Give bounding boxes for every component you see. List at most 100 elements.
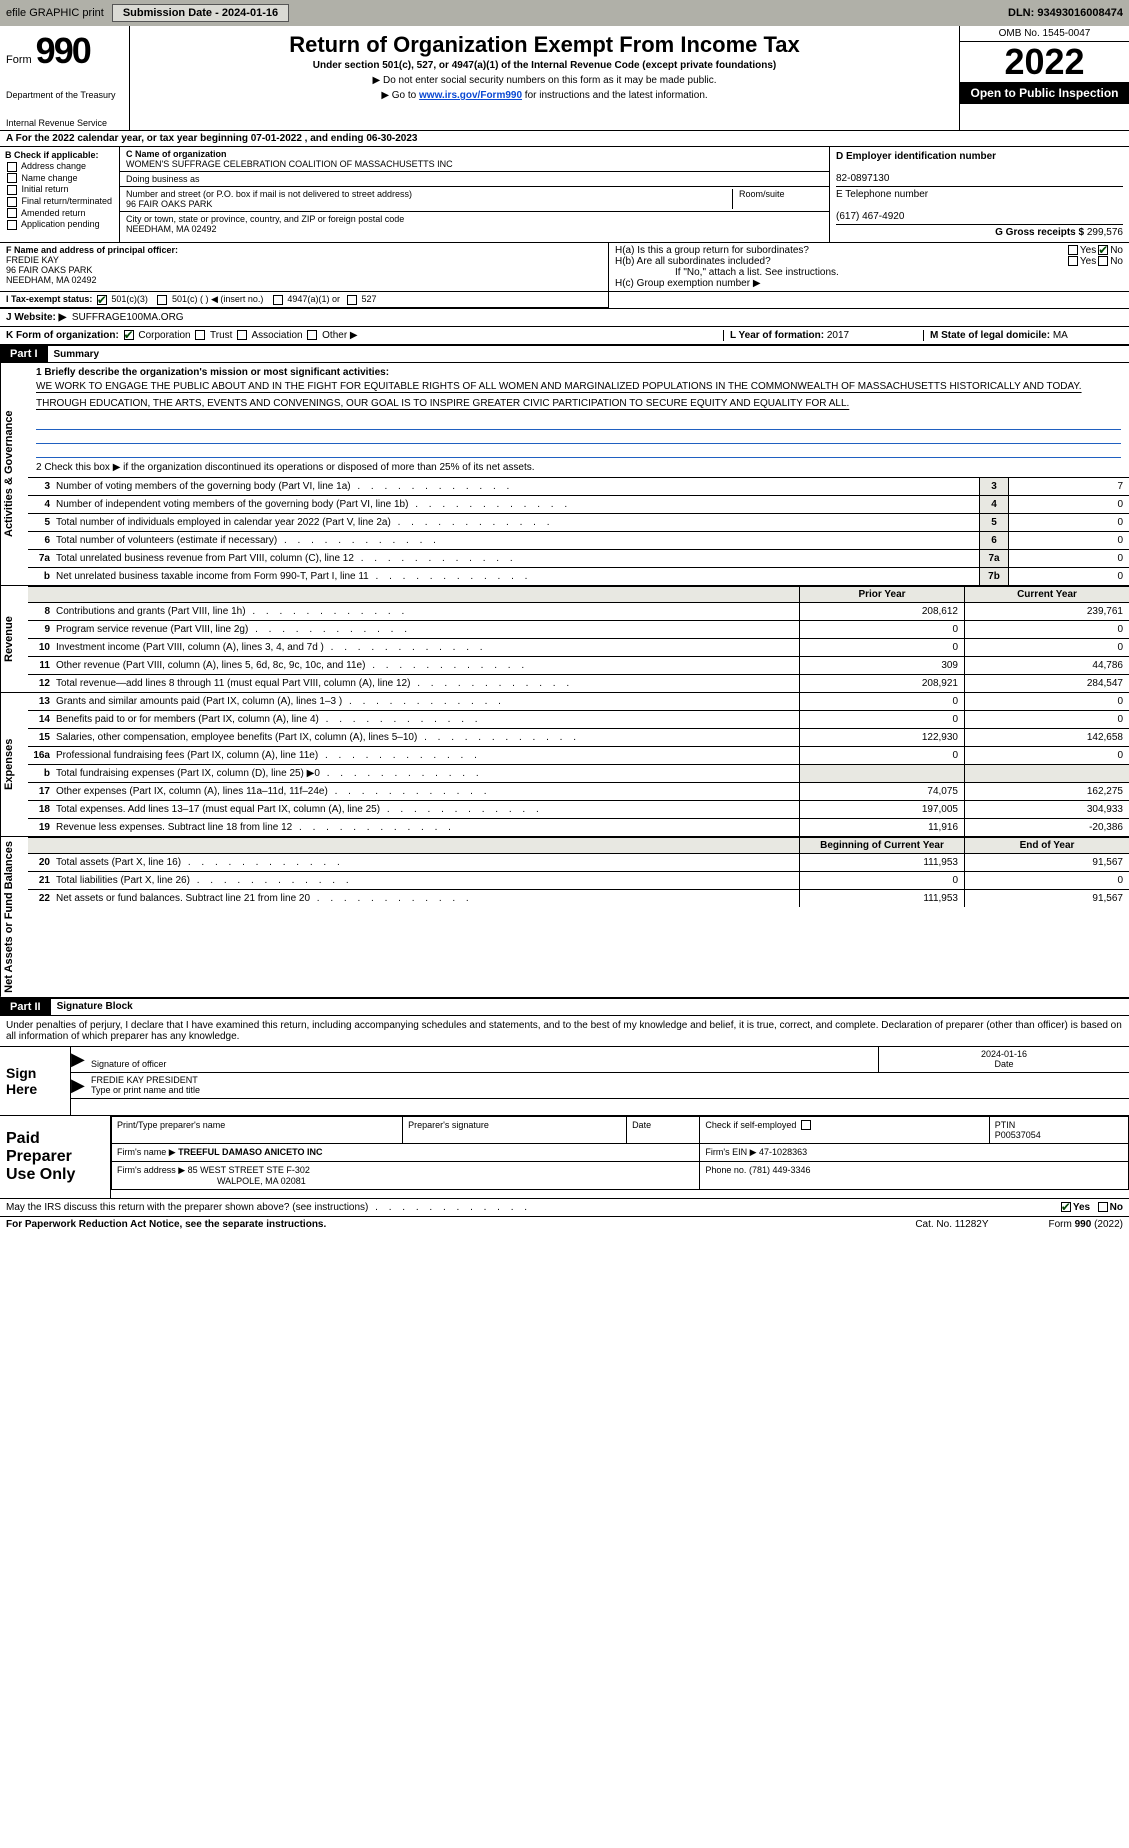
omb-number: OMB No. 1545-0047 (960, 26, 1129, 42)
gross-val: 299,576 (1087, 227, 1123, 238)
f-lab: F Name and address of principal officer: (6, 245, 178, 255)
hb-yes[interactable]: Yes (1066, 256, 1096, 267)
tel-row: E Telephone number (617) 467-4920 (836, 186, 1123, 224)
k-row: K Form of organization: Corporation Trus… (0, 327, 1129, 345)
fin-row-11: 11Other revenue (Part VIII, column (A), … (28, 657, 1129, 675)
section-i: I Tax-exempt status: 501(c)(3) 501(c) ( … (0, 292, 609, 308)
dba-lab: Doing business as (126, 174, 200, 184)
hc-ext (609, 292, 1129, 308)
cb-corp[interactable]: Corporation (122, 330, 191, 341)
form-word: Form (6, 54, 32, 66)
h-note: If "No," attach a list. See instructions… (615, 267, 1123, 278)
firm-addr-row: Firm's address ▶ 85 WEST STREET STE F-30… (112, 1161, 1129, 1189)
street-cell: Number and street (or P.O. box if mail i… (126, 189, 733, 209)
city-val: NEEDHAM, MA 02492 (126, 224, 217, 234)
hb-row: H(b) Are all subordinates included? Yes … (615, 256, 1123, 267)
gov-body: 1 Briefly describe the organization's mi… (28, 363, 1129, 585)
section-c: C Name of organization WOMEN'S SUFFRAGE … (120, 147, 829, 242)
line2: 2 Check this box ▶ if the organization d… (28, 458, 1129, 477)
cb-trust[interactable]: Trust (193, 330, 232, 341)
c-name-lab: C Name of organization (126, 149, 227, 159)
website-val: SUFFRAGE100MA.ORG (72, 312, 184, 323)
netassets-block: Net Assets or Fund Balances Beginning of… (0, 837, 1129, 998)
net-head: Beginning of Current Year End of Year (28, 837, 1129, 854)
m-cell: M State of legal domicile: MA (923, 330, 1123, 341)
i-lab: I Tax-exempt status: (6, 294, 92, 304)
gov-rows: 3Number of voting members of the governi… (28, 477, 1129, 585)
tax-year: 2022 (960, 42, 1129, 82)
l-lab: L Year of formation: (730, 330, 824, 341)
prep-h3: Date (627, 1116, 700, 1143)
form-number: Form 990 (6, 30, 123, 72)
blank-line-1 (36, 416, 1121, 430)
cb-assoc[interactable]: Association (235, 330, 302, 341)
sign-here-row: Sign Here ▶ Signature of officer 2024-01… (0, 1046, 1129, 1115)
firm-addr: Firm's address ▶ 85 WEST STREET STE F-30… (112, 1161, 700, 1189)
goto-suffix: for instructions and the latest informat… (522, 90, 708, 101)
goto-prefix: ▶ Go to (381, 90, 419, 101)
cb-name-change[interactable]: Name change (5, 173, 114, 184)
line-a-text: A For the 2022 calendar year, or tax yea… (6, 133, 417, 144)
irs-label: Internal Revenue Service (6, 118, 123, 128)
section-d: D Employer identification number 82-0897… (829, 147, 1129, 242)
end-year-hdr: End of Year (964, 838, 1129, 853)
topbar: efile GRAPHIC print Submission Date - 20… (0, 0, 1129, 26)
cb-amended[interactable]: Amended return (5, 208, 114, 219)
self-emp-check[interactable] (801, 1120, 811, 1130)
vlabel-governance: Activities & Governance (0, 363, 28, 585)
city-row: City or town, state or province, country… (120, 212, 829, 236)
fin-row-18: 18Total expenses. Add lines 13–17 (must … (28, 801, 1129, 819)
cb-4947[interactable]: 4947(a)(1) or (271, 294, 340, 304)
arrow-icon: ▶ (71, 1047, 87, 1072)
prep-head-row: Print/Type preparer's name Preparer's si… (112, 1116, 1129, 1143)
cb-other[interactable]: Other ▶ (305, 330, 357, 341)
ha-lab: H(a) Is this a group return for subordin… (615, 245, 1066, 256)
fin-head-spacer (28, 587, 799, 602)
i-j-row: I Tax-exempt status: 501(c)(3) 501(c) ( … (0, 292, 1129, 309)
revenue-head: Prior Year Current Year (28, 586, 1129, 603)
ein-val: 82-0897130 (836, 173, 889, 184)
sig-date: 2024-01-16Date (879, 1047, 1129, 1072)
tel-val: (617) 467-4920 (836, 211, 904, 222)
b-title: B Check if applicable: (5, 150, 99, 160)
mission-text: WE WORK TO ENGAGE THE PUBLIC ABOUT AND I… (36, 381, 1082, 409)
fin-row-9: 9Program service revenue (Part VIII, lin… (28, 621, 1129, 639)
fin-row-12: 12Total revenue—add lines 8 through 11 (… (28, 675, 1129, 692)
section-h: H(a) Is this a group return for subordin… (609, 243, 1129, 291)
gross-row: G Gross receipts $ 299,576 (836, 224, 1123, 240)
gov-row-3: 3Number of voting members of the governi… (28, 477, 1129, 495)
firm-ein: Firm's EIN ▶ 47-1028363 (700, 1143, 1129, 1161)
revenue-body: Prior Year Current Year 8Contributions a… (28, 586, 1129, 692)
cb-address-change[interactable]: Address change (5, 161, 114, 172)
form-title: Return of Organization Exempt From Incom… (140, 32, 949, 58)
hb-no[interactable]: No (1096, 256, 1123, 267)
cb-501c[interactable]: 501(c) ( ) ◀ (insert no.) (155, 294, 263, 304)
discuss-no[interactable]: No (1096, 1202, 1123, 1213)
firm-name-row: Firm's name ▶ TREEFUL DAMASO ANICETO INC… (112, 1143, 1129, 1161)
cb-initial-return[interactable]: Initial return (5, 184, 114, 195)
ha-yes[interactable]: Yes (1066, 245, 1096, 256)
footer: For Paperwork Reduction Act Notice, see … (0, 1217, 1129, 1232)
fin-row-21: 21Total liabilities (Part X, line 26)00 (28, 872, 1129, 890)
part-i-title: Summary (48, 349, 100, 360)
fin-row-22: 22Net assets or fund balances. Subtract … (28, 890, 1129, 907)
tax-year-line: A For the 2022 calendar year, or tax yea… (0, 131, 1129, 147)
cb-501c3[interactable]: 501(c)(3) (95, 294, 148, 304)
expenses-block: Expenses 13Grants and similar amounts pa… (0, 693, 1129, 837)
ha-no[interactable]: No (1096, 245, 1123, 256)
hb-lab: H(b) Are all subordinates included? (615, 256, 1066, 267)
e-lab: E Telephone number (836, 189, 928, 200)
section-f: F Name and address of principal officer:… (0, 243, 609, 291)
discuss-yes[interactable]: Yes (1059, 1202, 1090, 1213)
line2-text: 2 Check this box ▶ if the organization d… (36, 462, 535, 473)
cb-527[interactable]: 527 (345, 294, 377, 304)
cb-final-return[interactable]: Final return/terminated (5, 196, 114, 207)
form-subtitle: Under section 501(c), 527, or 4947(a)(1)… (140, 60, 949, 71)
dba-row: Doing business as (120, 172, 829, 187)
sig-officer-row: ▶ Signature of officer 2024-01-16Date (71, 1047, 1129, 1073)
block-bcd: B Check if applicable: Address change Na… (0, 147, 1129, 243)
submission-date-btn[interactable]: Submission Date - 2024-01-16 (112, 4, 289, 22)
irs-link[interactable]: www.irs.gov/Form990 (419, 90, 522, 101)
cb-app-pending[interactable]: Application pending (5, 219, 114, 230)
begin-year-hdr: Beginning of Current Year (799, 838, 964, 853)
